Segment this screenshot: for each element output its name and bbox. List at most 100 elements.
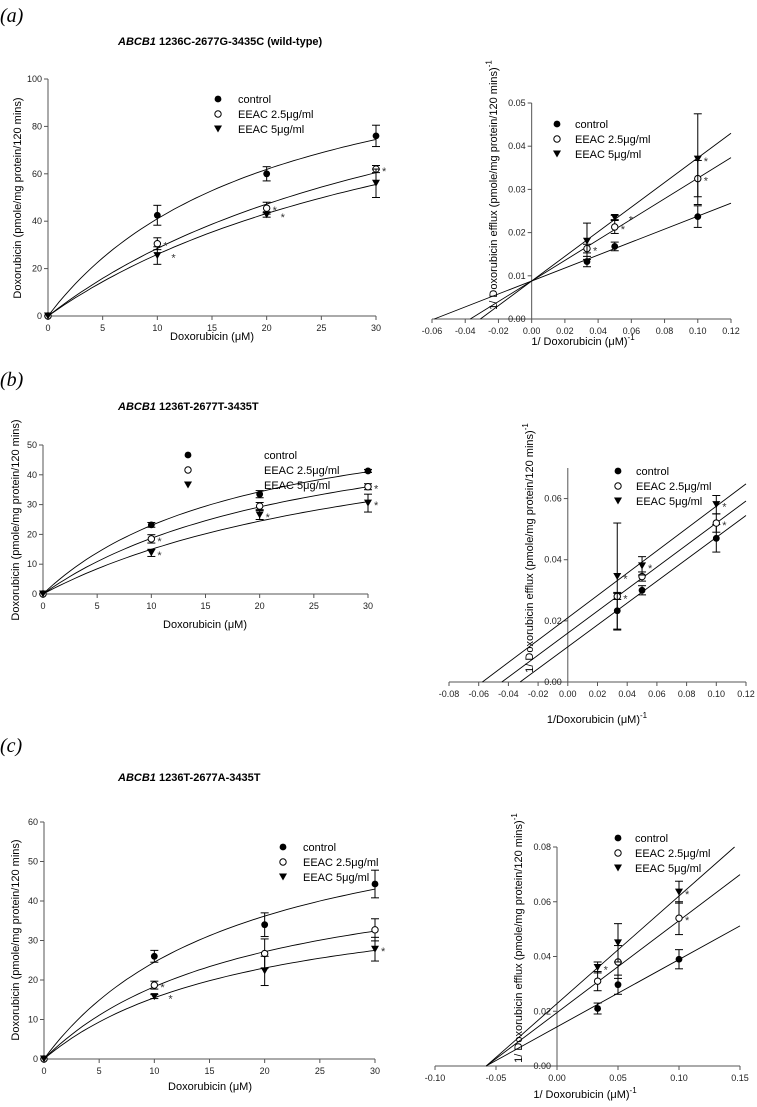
y-axis-label: Doxorubicin (pmole/mg protein/120 mins) [10, 839, 22, 1040]
legend-marker [279, 843, 287, 851]
legend-marker [614, 467, 622, 475]
y-tick-label: 30 [28, 936, 38, 946]
legend-marker [214, 125, 222, 133]
significance-asterisk: * [266, 512, 271, 524]
significance-asterisk: * [623, 574, 628, 586]
x-tick-label: 0.00 [559, 689, 577, 699]
data-point-filled-triangle-down [153, 252, 162, 260]
x-tick-label: 0.04 [589, 326, 607, 336]
legend-marker [553, 120, 561, 128]
x-axis-label: 1/Doxorubicin (μM)-1 [547, 711, 648, 726]
data-point-filled-circle [675, 955, 683, 963]
legend-label: EEAC 2.5μg/ml [303, 857, 378, 869]
significance-asterisk: * [171, 253, 176, 265]
y-tick-label: 30 [27, 500, 37, 510]
data-point-filled-circle [263, 170, 271, 178]
data-point-filled-triangle-down [712, 501, 721, 509]
x-axis-label: 1/ Doxorubicin (μM)-1 [533, 1086, 637, 1101]
chart-c-left: (c) ABCB1 1236T-2677A-3435T 0 5 10 15 20 25 30 0 1… [0, 735, 386, 1093]
fit-line-1 [47, 172, 377, 317]
x-tick-label: 0.02 [589, 689, 607, 699]
y-tick-label: 60 [32, 169, 42, 179]
significance-asterisk: * [593, 246, 598, 258]
legend-marker [614, 482, 622, 490]
significance-asterisk: * [160, 982, 165, 994]
x-tick-label: 0.08 [656, 326, 674, 336]
data-point-filled-triangle-down [593, 963, 602, 971]
chart-title: ABCB1 1236C-2677G-3435C (wild-type) [117, 36, 323, 48]
x-tick-label: 30 [370, 1066, 380, 1076]
y-axis-label: Doxorubicin (pmole/mg protein/120 mins) [12, 97, 24, 298]
x-tick-label: 0.08 [678, 689, 696, 699]
significance-asterisk: * [157, 550, 162, 562]
significance-asterisk: * [685, 889, 690, 901]
legend-marker [279, 873, 287, 881]
x-axis-label-sup: -1 [628, 333, 636, 342]
x-tick-label: 20 [255, 601, 265, 611]
data-point-filled-triangle-down [371, 945, 379, 953]
y-tick-label: 10 [27, 559, 37, 569]
x-tick-label: 25 [316, 323, 326, 333]
data-point-filled-triangle-down [613, 573, 622, 581]
y-axis-label-sup: -1 [510, 813, 519, 821]
x-tick-label: -0.06 [422, 326, 443, 336]
title-rest: 1236T-2677A-3435T [156, 772, 261, 784]
data-point-open-circle [364, 483, 372, 491]
x-axis-label: Doxorubicin (μM) [168, 1081, 252, 1093]
data-point-filled-circle [611, 243, 619, 250]
significance-asterisk: * [273, 205, 278, 217]
data-point-filled-triangle-down [147, 549, 156, 557]
fit-line-0 [434, 202, 732, 320]
significance-asterisk: * [168, 994, 173, 1006]
x-tick-label: -0.02 [528, 689, 549, 699]
title-rest: 1236T-2677T-3435T [156, 401, 259, 413]
significance-asterisk: * [382, 166, 387, 178]
data-point-filled-circle [256, 490, 264, 498]
x-tick-label: 0.10 [670, 1073, 688, 1083]
data-point-open-circle [371, 926, 379, 934]
legend-marker [553, 135, 561, 143]
legend-marker [279, 858, 287, 866]
significance-asterisk: * [722, 520, 727, 532]
y-tick-label: 0.00 [508, 314, 526, 324]
x-tick-label: 0.06 [623, 326, 641, 336]
title-rest: 1236C-2677G-3435C (wild-type) [156, 36, 323, 48]
data-point-filled-circle [694, 213, 702, 221]
y-tick-label: 40 [32, 216, 42, 226]
data-point-open-circle [255, 502, 264, 510]
y-axis-label: 1/ Doxorubicin efflux (pmole/mg protein/… [520, 423, 536, 673]
y-tick-label: 60 [28, 817, 38, 827]
data-point-filled-triangle-down [372, 179, 380, 187]
data-point-filled-triangle-down [44, 312, 52, 320]
significance-asterisk: * [704, 156, 709, 168]
x-tick-label: 30 [371, 323, 381, 333]
x-tick-label: 20 [260, 1066, 270, 1076]
data-point-filled-triangle-down [39, 590, 47, 598]
data-point-open-circle [712, 519, 720, 527]
x-tick-label: 0.06 [648, 689, 666, 699]
x-tick-label: 0.00 [548, 1073, 566, 1083]
fit-line-2 [485, 846, 735, 1067]
x-tick-label: 25 [309, 601, 319, 611]
chart-title: ABCB1 1236T-2677A-3435T [117, 772, 261, 784]
x-tick-label: 0.12 [722, 326, 740, 336]
y-tick-label: 0.00 [544, 677, 562, 687]
data-point-open-circle [611, 223, 619, 231]
fit-line-2 [47, 184, 377, 317]
data-point-filled-triangle-down [638, 562, 647, 570]
legend-marker [214, 95, 222, 103]
data-point-filled-circle [261, 921, 269, 929]
data-point-filled-triangle-down [675, 888, 683, 896]
legend-label: EEAC 2.5μg/ml [264, 465, 339, 477]
y-tick-label: 0.01 [508, 271, 526, 281]
chart-a-left: (a) ABCB1 1236C-2677G-3435C (wild-type) 0 5… [0, 5, 387, 343]
data-point-filled-triangle-down [150, 993, 159, 1001]
significance-asterisk: * [381, 946, 386, 958]
x-tick-label: 0.00 [523, 326, 541, 336]
x-tick-label: 10 [152, 323, 162, 333]
x-tick-label: 0.10 [689, 326, 707, 336]
significance-asterisk: * [157, 536, 162, 548]
significance-asterisk: * [163, 241, 168, 253]
y-tick-label: 0.00 [533, 1061, 551, 1071]
